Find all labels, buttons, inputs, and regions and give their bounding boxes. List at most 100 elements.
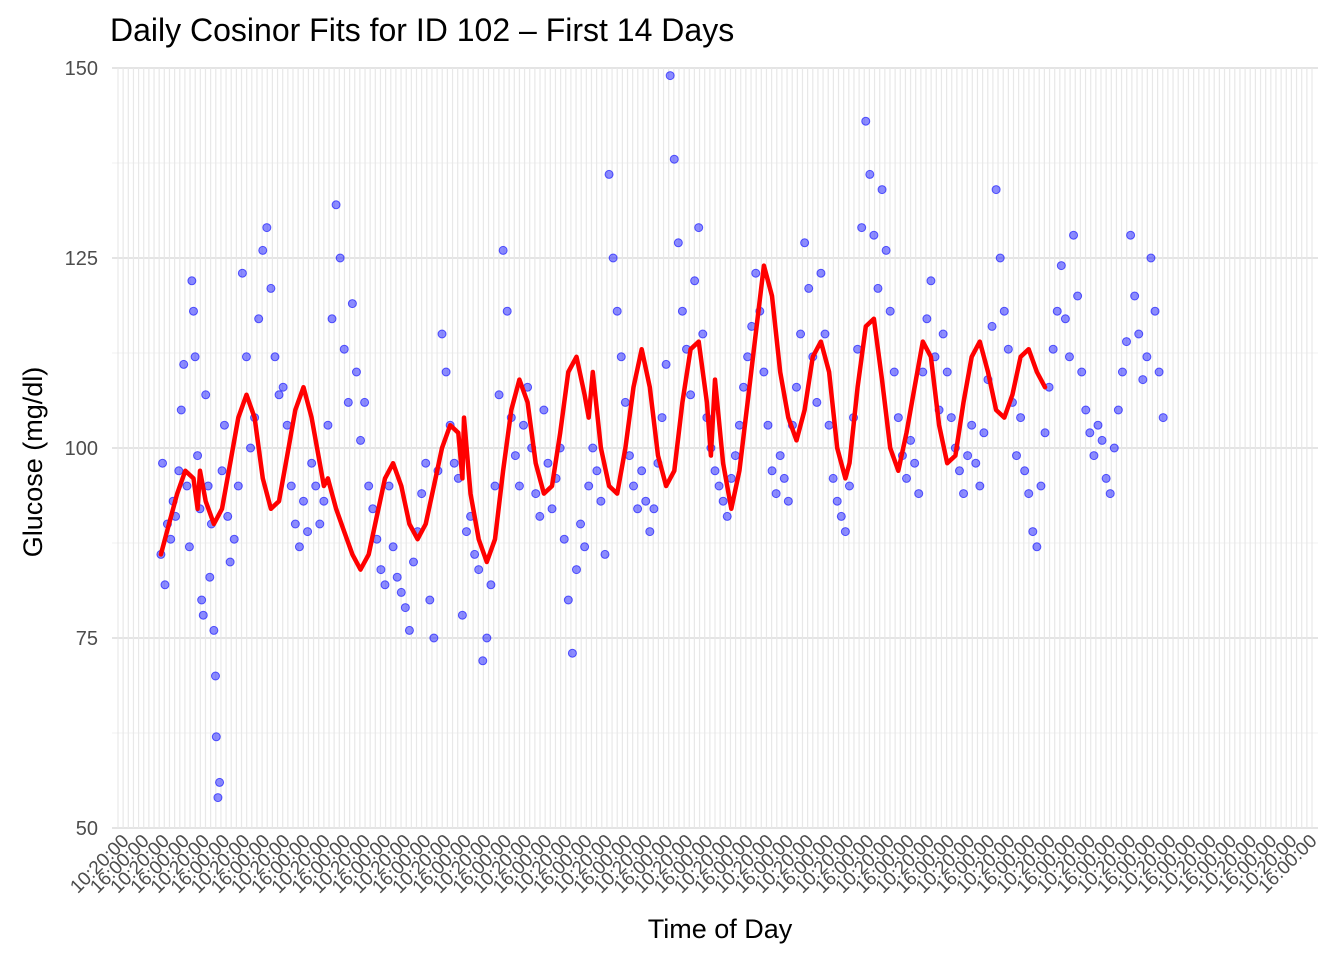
- data-point: [311, 481, 321, 491]
- data-point: [1146, 253, 1156, 263]
- grid: [112, 67, 1318, 829]
- data-point: [604, 169, 614, 179]
- data-point: [824, 420, 834, 430]
- data-point: [804, 283, 814, 293]
- data-point: [910, 458, 920, 468]
- data-point: [698, 329, 708, 339]
- data-point: [404, 625, 414, 635]
- data-point: [1040, 428, 1050, 438]
- y-tick-label: 125: [65, 248, 98, 270]
- data-point: [510, 451, 520, 461]
- data-point: [906, 435, 916, 445]
- data-point: [470, 549, 480, 559]
- y-tick-label: 75: [76, 628, 98, 650]
- data-point: [1073, 291, 1083, 301]
- data-point: [1126, 230, 1136, 240]
- y-tick-label: 100: [65, 438, 98, 460]
- data-point: [791, 382, 801, 392]
- data-point: [991, 185, 1001, 195]
- cosinor-fit-lines: [158, 263, 1048, 572]
- data-point: [347, 299, 357, 309]
- data-point: [840, 527, 850, 537]
- data-point: [1003, 344, 1013, 354]
- data-point: [184, 542, 194, 552]
- data-point: [237, 268, 247, 278]
- data-point: [816, 268, 826, 278]
- data-point: [229, 534, 239, 544]
- data-point: [376, 565, 386, 575]
- data-point: [914, 489, 924, 499]
- data-point: [1052, 306, 1062, 316]
- data-point: [759, 367, 769, 377]
- data-point: [584, 481, 594, 491]
- data-point: [1142, 352, 1152, 362]
- data-point: [494, 390, 504, 400]
- data-point: [987, 321, 997, 331]
- data-point: [319, 496, 329, 506]
- data-point: [364, 481, 374, 491]
- data-point: [1089, 451, 1099, 461]
- data-point: [901, 473, 911, 483]
- data-point: [215, 777, 225, 787]
- data-point: [176, 405, 186, 415]
- data-point: [1117, 367, 1127, 377]
- data-point: [380, 580, 390, 590]
- data-point: [1134, 329, 1144, 339]
- data-point: [694, 223, 704, 233]
- data-point: [877, 185, 887, 195]
- data-point: [356, 435, 366, 445]
- data-point: [298, 496, 308, 506]
- data-point: [1020, 466, 1030, 476]
- data-point: [592, 466, 602, 476]
- data-point: [722, 511, 732, 521]
- data-point: [669, 154, 679, 164]
- data-point: [437, 329, 447, 339]
- x-axis-label: Time of Day: [648, 914, 793, 944]
- data-point: [1154, 367, 1164, 377]
- data-point: [885, 306, 895, 316]
- data-point: [392, 572, 402, 582]
- data-point: [1097, 435, 1107, 445]
- data-point: [335, 253, 345, 263]
- y-axis-ticks: 50 75 100 125 150: [65, 58, 98, 840]
- data-point: [677, 306, 687, 316]
- data-point: [775, 451, 785, 461]
- data-point: [339, 344, 349, 354]
- data-point: [865, 169, 875, 179]
- data-point: [211, 732, 221, 742]
- data-point: [1085, 428, 1095, 438]
- data-point: [576, 519, 586, 529]
- y-tick-label: 50: [76, 818, 98, 840]
- data-point: [571, 565, 581, 575]
- data-point: [1056, 261, 1066, 271]
- data-point: [710, 466, 720, 476]
- data-point: [179, 359, 189, 369]
- data-point: [999, 306, 1009, 316]
- data-point: [213, 793, 223, 803]
- data-point: [396, 587, 406, 597]
- data-point: [665, 71, 675, 81]
- data-point: [832, 496, 842, 506]
- data-point: [673, 238, 683, 248]
- data-point: [629, 481, 639, 491]
- data-point: [429, 633, 439, 643]
- data-point: [763, 420, 773, 430]
- data-point: [1122, 337, 1132, 347]
- data-point: [351, 367, 361, 377]
- data-point: [241, 352, 251, 362]
- data-point: [783, 496, 793, 506]
- data-point: [800, 238, 810, 248]
- data-point: [889, 367, 899, 377]
- data-point: [219, 420, 229, 430]
- data-point: [767, 466, 777, 476]
- data-point: [926, 276, 936, 286]
- data-point: [861, 116, 871, 126]
- data-point: [743, 352, 753, 362]
- data-point: [539, 405, 549, 415]
- data-point: [971, 458, 981, 468]
- data-point: [1024, 489, 1034, 499]
- x-axis-ticks: 10:20:0016:00:0010:20:0016:00:0010:20:00…: [66, 831, 1321, 898]
- data-point: [690, 276, 700, 286]
- data-point: [869, 230, 879, 240]
- data-point: [461, 527, 471, 537]
